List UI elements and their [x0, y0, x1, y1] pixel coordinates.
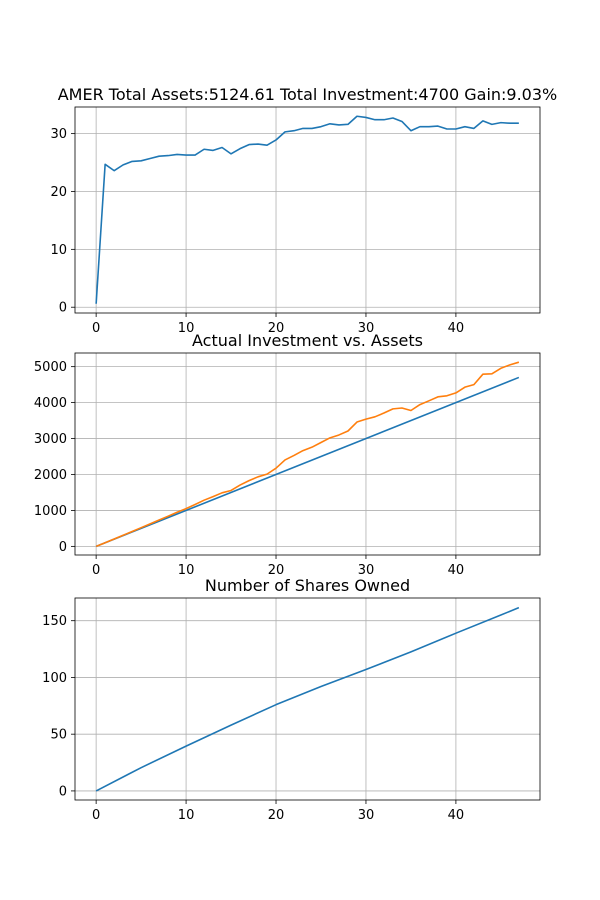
- x-tick-label: 40: [448, 321, 465, 336]
- x-tick-label: 40: [448, 808, 465, 823]
- y-tick-label: 50: [50, 728, 67, 743]
- y-tick-label: 150: [42, 614, 67, 629]
- y-tick-label: 10: [50, 243, 67, 258]
- x-tick-label: 20: [268, 808, 285, 823]
- x-tick-label: 40: [448, 563, 465, 578]
- x-tick-label: 30: [358, 563, 375, 578]
- axes-frame: [74, 106, 541, 314]
- y-tick-label: 3000: [34, 432, 67, 447]
- y-tick-label: 0: [59, 540, 67, 555]
- x-tick-label: 10: [178, 808, 195, 823]
- chart-panel-assets: 0 10 20 30 40 0 10 20 30 AMER Total Assets:5124.6…: [50, 85, 557, 336]
- y-tick-label: 1000: [34, 504, 67, 519]
- y-tick-label: 30: [50, 127, 67, 142]
- x-tick-label: 10: [178, 563, 195, 578]
- chart-title: AMER Total Assets:5124.61 Total Investme…: [58, 85, 558, 104]
- x-tick-label: 20: [268, 321, 285, 336]
- x-tick-label: 20: [268, 563, 285, 578]
- x-tick-label: 30: [358, 808, 375, 823]
- chart-title: Number of Shares Owned: [205, 576, 410, 595]
- x-tick-label: 0: [92, 563, 100, 578]
- x-tick-label: 30: [358, 321, 375, 336]
- y-tick-label: 0: [59, 301, 67, 316]
- y-tick-label: 20: [50, 185, 67, 200]
- y-tick-label: 100: [42, 671, 67, 686]
- series-line-0: [95, 376, 520, 548]
- x-tick-label: 0: [92, 321, 100, 336]
- series-line-1: [95, 361, 520, 548]
- chart-panel-investment-vs-assets: 0 10 20 30 40 0 1000 2000 3000 4000 5000 Actual Inv…: [34, 331, 541, 578]
- axes-frame: [74, 597, 541, 801]
- series-line-0: [95, 115, 519, 304]
- y-tick-label: 4000: [34, 396, 67, 411]
- chart-panel-shares-owned: 0 10 20 30 40 0 50 100 150 Number of Shares Owned: [42, 576, 541, 823]
- y-tick-label: 0: [59, 784, 67, 799]
- series-line-0: [95, 606, 520, 792]
- x-tick-label: 10: [178, 321, 195, 336]
- y-tick-label: 5000: [34, 360, 67, 375]
- x-tick-label: 0: [92, 808, 100, 823]
- y-tick-label: 2000: [34, 468, 67, 483]
- chart-title: Actual Investment vs. Assets: [192, 331, 423, 350]
- axes-frame: [74, 352, 541, 556]
